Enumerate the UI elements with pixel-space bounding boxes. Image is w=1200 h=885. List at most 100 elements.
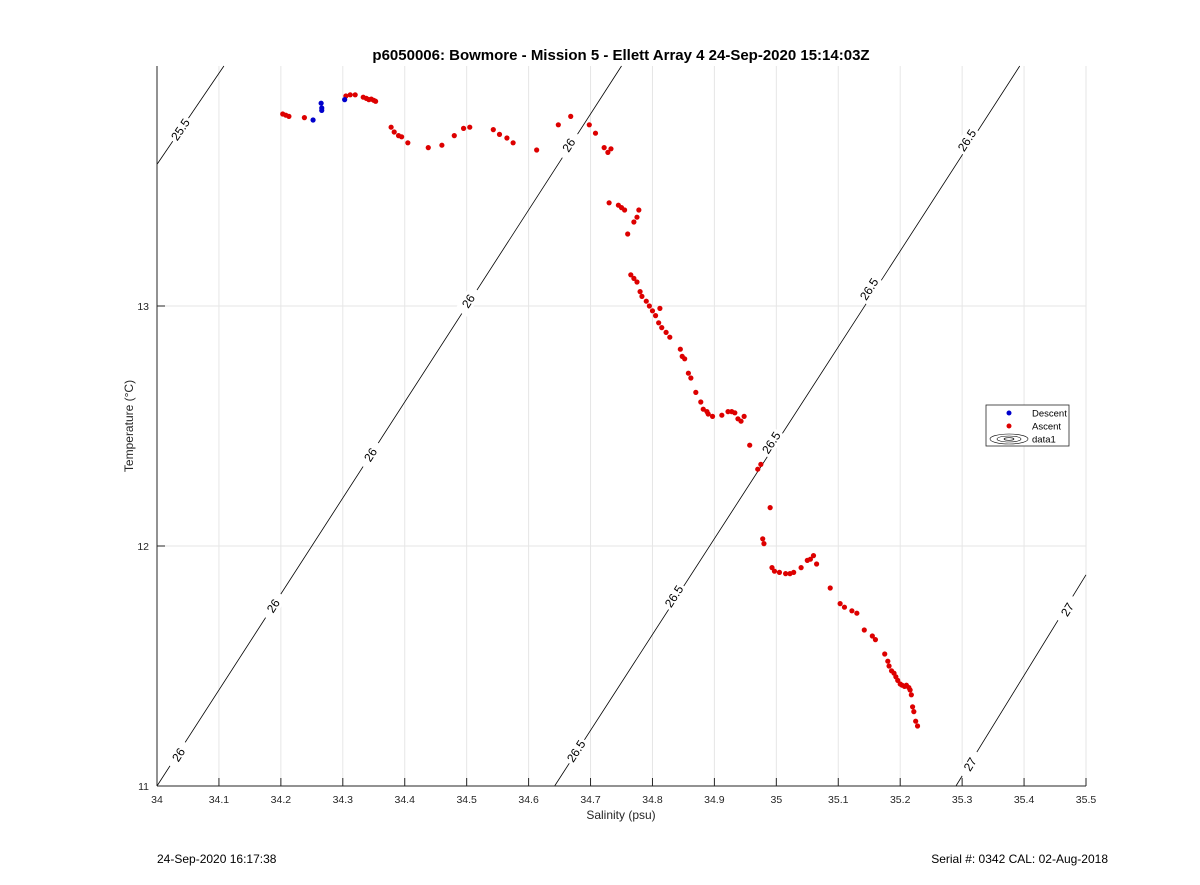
x-tick-label: 34.3 [333, 794, 354, 806]
ascent-point [639, 293, 645, 299]
ascent-point [646, 303, 652, 309]
contour-label-background [953, 124, 981, 156]
contour-label-background [166, 114, 195, 146]
ascent-point [373, 98, 379, 104]
plot-axes [157, 66, 1086, 786]
x-tick-label: 34.4 [395, 794, 416, 806]
ascent-point [725, 409, 731, 415]
ascent-point [747, 442, 753, 448]
ascent-point [496, 131, 503, 137]
ascent-point [837, 601, 843, 607]
ascent-point [399, 134, 405, 140]
contour-label-background [660, 580, 688, 612]
contour-label-background [357, 439, 385, 471]
descent-point [319, 107, 325, 113]
y-tick-label: 11 [138, 781, 149, 793]
ascent-point [534, 147, 540, 153]
ascent-point [869, 633, 875, 639]
ascent-point [700, 406, 706, 412]
ascent-point [605, 149, 611, 155]
ascent-point [634, 279, 640, 285]
ascent-point [783, 571, 789, 577]
x-tick-label: 34.1 [209, 794, 230, 806]
descent-point [318, 100, 324, 106]
ascent-point [568, 113, 574, 119]
x-tick-label: 35.2 [890, 794, 911, 806]
ascent-point [760, 536, 766, 542]
ascent-point [649, 308, 656, 314]
isopycnal-line [156, 65, 622, 787]
ascent-point [854, 610, 860, 616]
ascent-point [861, 627, 867, 633]
ascent-point [652, 313, 659, 319]
footer-timestamp: 24-Sep-2020 16:17:38 [157, 852, 277, 866]
ascent-point [608, 146, 614, 152]
x-tick-label: 34.5 [456, 794, 477, 806]
contour-label-background [855, 273, 883, 305]
legend[interactable]: Descent Ascent data1 [985, 404, 1070, 447]
x-tick-label: 34.9 [704, 794, 725, 806]
ascent-point [688, 375, 694, 381]
ascent-point [827, 585, 833, 591]
isopycnal-line [156, 65, 225, 165]
isopycnal-line [554, 65, 1021, 787]
ascent-point [467, 124, 473, 130]
descent-point [342, 97, 348, 103]
ascent-point [741, 413, 747, 419]
contour-label-background [165, 739, 193, 771]
legend-descent-label: Descent [1032, 409, 1067, 420]
contour-label-background [562, 735, 590, 767]
x-tick-label: 34.2 [271, 794, 292, 806]
ascent-point [677, 346, 683, 352]
ascent-point [761, 541, 767, 547]
ascent-point [347, 92, 353, 98]
ascent-point [601, 145, 607, 151]
x-tick-label: 35.1 [828, 794, 849, 806]
ascent-point [656, 320, 662, 326]
ascent-point [909, 704, 916, 710]
ascent-point [907, 687, 913, 693]
legend-contour-icon [989, 433, 1029, 445]
ascent-point [388, 124, 394, 130]
contour-label-background [259, 590, 287, 622]
x-tick-label: 34.7 [580, 794, 601, 806]
contour-label-background [555, 129, 583, 161]
ascent-point [908, 692, 914, 698]
ascent-point [634, 214, 640, 220]
ascent-point [637, 289, 643, 295]
ascent-point [625, 231, 631, 237]
chart-title: p6050006: Bowmore - Mission 5 - Ellett A… [372, 47, 869, 64]
ascent-point [732, 410, 738, 416]
ascent-point [882, 651, 888, 657]
ascent-point [698, 399, 704, 405]
x-tick-label: 35.5 [1076, 794, 1097, 806]
ascent-point [451, 133, 457, 139]
contour-label-background [956, 748, 984, 780]
ascent-point [872, 637, 879, 643]
x-tick-label: 34.6 [518, 794, 539, 806]
ascent-point [813, 561, 820, 567]
y-tick-label: 13 [137, 301, 149, 313]
legend-descent-marker [1006, 410, 1012, 416]
ascent-point [352, 92, 358, 98]
ascent-point [659, 325, 665, 331]
ascent-point [798, 565, 804, 571]
ascent-point [914, 723, 921, 729]
x-tick-label: 34.8 [642, 794, 663, 806]
ascent-point [286, 113, 292, 119]
ascent-point [719, 412, 725, 418]
ascent-point [643, 298, 649, 304]
contour-label-background [1054, 594, 1081, 626]
ascent-point [391, 129, 397, 135]
ascent-point [510, 140, 516, 146]
x-tick-label: 34 [151, 794, 163, 806]
ascent-point [631, 219, 637, 225]
ascent-point [555, 122, 561, 128]
ascent-point [810, 553, 817, 559]
ascent-point [586, 122, 592, 128]
x-tick-label: 35.4 [1014, 794, 1035, 806]
density-contours [156, 65, 1087, 787]
ascent-point [913, 718, 919, 724]
